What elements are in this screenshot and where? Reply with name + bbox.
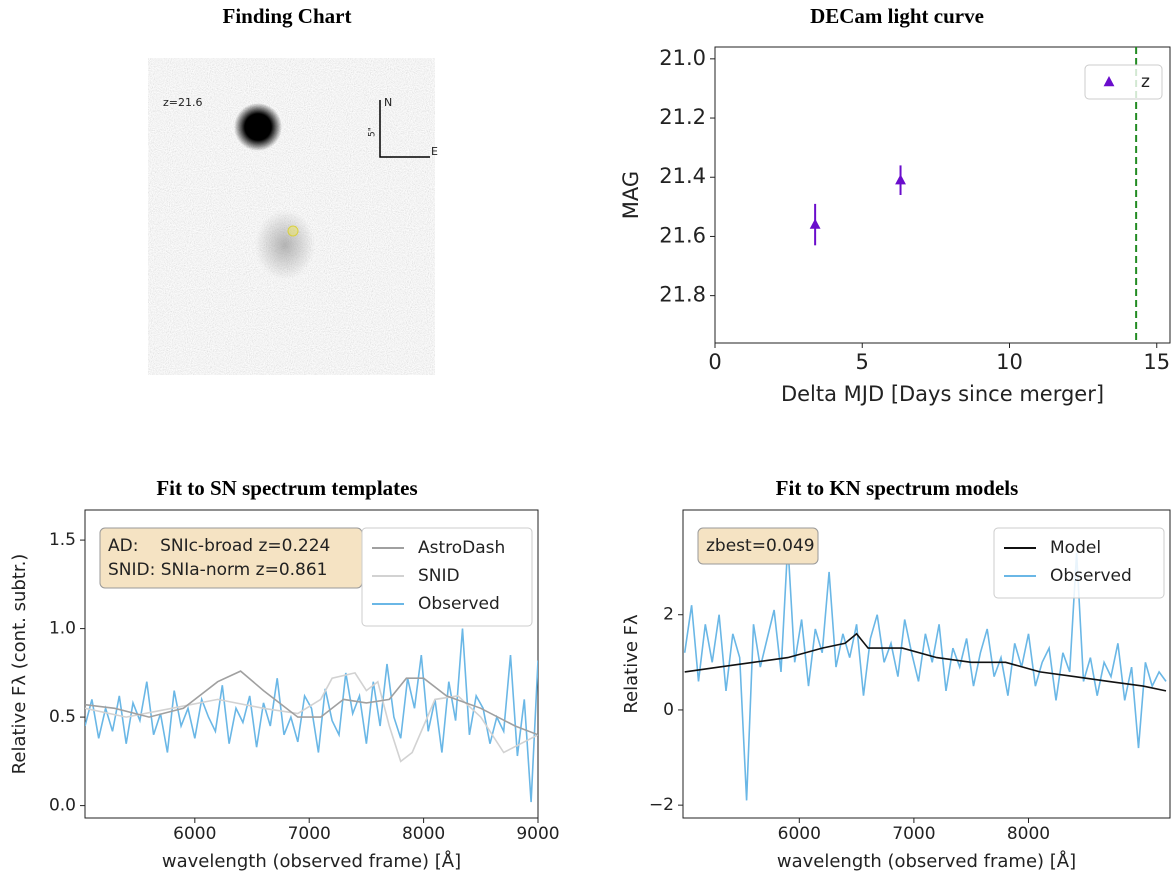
x-tick-label: 6000 [778, 824, 821, 844]
chart-title: Fit to KN spectrum models [776, 476, 1019, 500]
x-tick-label: 8000 [1007, 824, 1050, 844]
y-tick-label: 21.8 [659, 283, 706, 307]
legend-box [1084, 64, 1163, 100]
host-galaxy [255, 210, 315, 280]
y-axis-label: Relative Fλ [621, 614, 642, 714]
chart-title: Finding Chart [223, 4, 352, 28]
y-axis-label: Relative Fλ (cont. subtr.) [9, 554, 30, 775]
data-point [895, 174, 906, 185]
legend-label: z [1141, 72, 1150, 92]
y-tick-label: 2 [663, 605, 674, 625]
y-tick-label: −2 [649, 795, 674, 815]
y-tick-label: 1.5 [49, 530, 76, 550]
legend-label: SNID [418, 566, 460, 586]
x-axis-label: wavelength (observed frame) [Å] [162, 850, 461, 872]
y-tick-label: 0 [663, 700, 674, 720]
scale-label: 5" [368, 127, 378, 137]
spectrum-line [683, 543, 1167, 801]
spectrum-line [85, 671, 538, 763]
legend-label: Model [1050, 538, 1101, 558]
legend-box [993, 527, 1165, 599]
y-axis-label: MAG [619, 171, 643, 219]
y-tick-label: 21.4 [659, 164, 706, 188]
x-tick-label: 0 [708, 350, 721, 374]
x-axis-label: Delta MJD [Days since merger] [781, 382, 1104, 406]
compass [379, 100, 430, 158]
legend-label: Observed [1050, 566, 1132, 586]
chart-title: DECam light curve [810, 4, 984, 28]
chart-title: Fit to SN spectrum templates [156, 476, 417, 500]
x-tick-label: 8000 [402, 824, 445, 844]
transient-marker [287, 225, 299, 237]
y-tick-label: 21.6 [659, 223, 706, 247]
data-point [809, 218, 821, 229]
finding-chart-image [148, 58, 435, 375]
annotation-text: AD: SNIc-broad z=0.224 [108, 536, 330, 556]
x-tick-label: 6000 [173, 824, 216, 844]
x-tick-label: 9000 [516, 824, 559, 844]
legend-label: AstroDash [418, 538, 505, 558]
annotation-text: SNID: SNIa-norm z=0.861 [108, 560, 327, 580]
y-tick-label: 21.2 [659, 105, 706, 129]
x-tick-label: 5 [856, 350, 869, 374]
legend-marker [1103, 76, 1115, 87]
plot-frame [714, 46, 1171, 344]
x-axis-label: wavelength (observed frame) [Å] [777, 850, 1076, 872]
y-tick-label: 21.0 [659, 46, 706, 70]
compass-east: E [431, 145, 438, 158]
annotation-box [697, 527, 819, 565]
bright-star [234, 103, 282, 151]
annotation-text: zbest=0.049 [706, 536, 815, 556]
y-tick-label: 0.5 [49, 707, 76, 727]
legend-box [361, 527, 533, 627]
compass-north: N [384, 96, 392, 109]
x-tick-label: 15 [1143, 350, 1170, 374]
plot-frame [682, 509, 1171, 819]
spectrum-line [85, 670, 538, 736]
x-tick-label: 10 [996, 350, 1023, 374]
y-tick-label: 1.0 [49, 619, 76, 639]
x-tick-label: 7000 [288, 824, 331, 844]
spectrum-line [684, 632, 1167, 692]
x-tick-label: 7000 [892, 824, 935, 844]
annotation: z=21.6 [163, 96, 202, 109]
legend-label: Observed [418, 594, 500, 614]
y-tick-label: 0.0 [49, 796, 76, 816]
